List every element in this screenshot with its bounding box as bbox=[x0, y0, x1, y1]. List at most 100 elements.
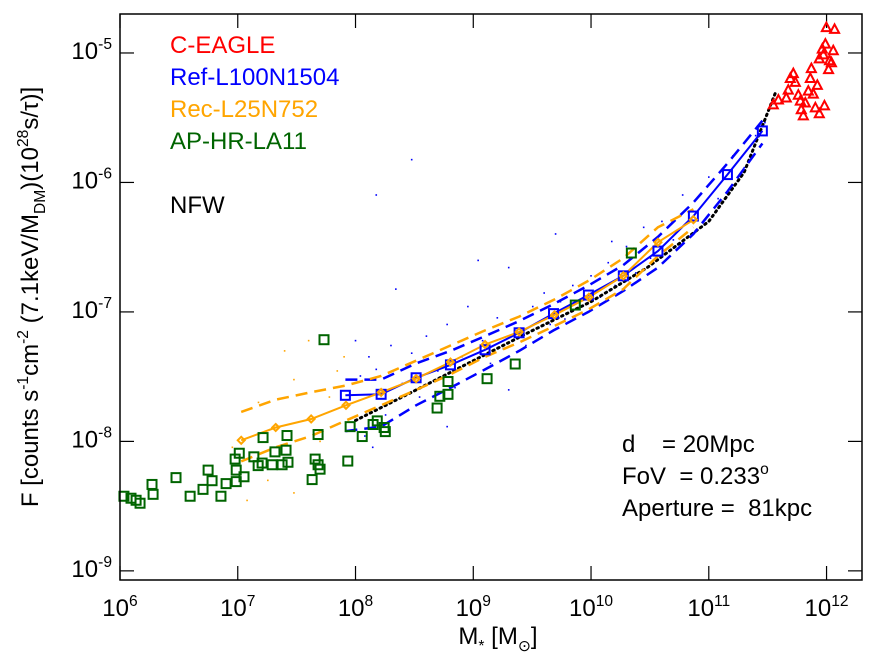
cloud-point bbox=[307, 339, 310, 342]
point bbox=[309, 453, 321, 465]
point bbox=[584, 292, 594, 303]
point bbox=[411, 373, 422, 384]
cloud-point bbox=[525, 344, 527, 347]
point bbox=[206, 475, 218, 487]
point bbox=[306, 474, 318, 486]
median-line bbox=[345, 130, 764, 397]
cloud-point bbox=[635, 272, 637, 274]
cloud-point bbox=[496, 317, 499, 319]
cloud-point bbox=[481, 339, 484, 342]
point bbox=[799, 95, 812, 108]
cloud-point bbox=[672, 239, 675, 241]
point bbox=[789, 75, 802, 87]
plot-frame bbox=[119, 13, 863, 581]
cloud-point bbox=[336, 370, 339, 372]
cloud-point bbox=[642, 226, 645, 229]
cloud-point bbox=[375, 368, 378, 371]
point bbox=[270, 422, 281, 433]
cloud-point bbox=[359, 375, 362, 377]
point bbox=[549, 309, 560, 320]
cloud-point bbox=[231, 446, 234, 449]
point bbox=[819, 37, 832, 49]
cloud-point bbox=[364, 435, 366, 437]
legend-entry: Rec-L25N752 bbox=[170, 96, 318, 123]
cloud-point bbox=[368, 356, 370, 358]
cloud-point bbox=[625, 245, 628, 248]
point bbox=[220, 478, 232, 490]
point bbox=[756, 125, 768, 137]
percentile-line bbox=[345, 119, 764, 381]
point bbox=[787, 66, 800, 79]
point bbox=[312, 429, 324, 441]
cloud-point bbox=[467, 305, 469, 308]
cloud-point bbox=[446, 323, 448, 326]
cloud-point bbox=[343, 356, 345, 358]
point bbox=[804, 71, 817, 84]
point bbox=[233, 447, 245, 459]
cloud-point bbox=[489, 362, 492, 365]
cloud-point bbox=[354, 339, 357, 342]
point bbox=[256, 457, 268, 469]
point bbox=[479, 344, 491, 356]
x-tick-label: 108 bbox=[338, 593, 373, 623]
cloud-point bbox=[531, 305, 534, 308]
point bbox=[318, 334, 330, 346]
point bbox=[266, 459, 278, 471]
point bbox=[687, 210, 699, 222]
point bbox=[809, 100, 822, 113]
cloud-point bbox=[293, 492, 295, 494]
point bbox=[514, 327, 525, 337]
cloud-point bbox=[293, 378, 295, 381]
point bbox=[818, 98, 831, 111]
y-tick-label: 10-8 bbox=[71, 424, 112, 454]
cloud-point bbox=[743, 166, 746, 169]
cloud-point bbox=[425, 335, 428, 337]
legend-entry: Ref-L100N1504 bbox=[170, 64, 339, 91]
point bbox=[344, 421, 356, 433]
cloud-point bbox=[543, 292, 545, 294]
point bbox=[306, 414, 317, 424]
point bbox=[817, 47, 830, 60]
cloud-point bbox=[754, 134, 757, 137]
cloud-point bbox=[446, 425, 448, 428]
x-tick-label: 106 bbox=[102, 593, 137, 623]
point bbox=[282, 456, 294, 468]
cloud-point bbox=[661, 220, 663, 223]
point bbox=[184, 490, 196, 502]
cloud-point bbox=[649, 257, 652, 259]
cloud-point bbox=[549, 323, 551, 326]
point bbox=[378, 422, 390, 434]
y-tick-label: 10-5 bbox=[71, 36, 112, 66]
point bbox=[342, 455, 354, 467]
y-tick-label: 10-7 bbox=[71, 295, 112, 325]
point bbox=[146, 478, 158, 490]
point bbox=[481, 373, 493, 385]
annotation: FoV = 0.233o bbox=[622, 461, 769, 491]
model-curve bbox=[354, 91, 777, 422]
point bbox=[569, 299, 581, 311]
point bbox=[281, 430, 293, 442]
point bbox=[625, 247, 637, 259]
point bbox=[802, 84, 815, 96]
point bbox=[376, 387, 387, 398]
point bbox=[828, 22, 841, 34]
point bbox=[811, 78, 824, 90]
cloud-point bbox=[371, 446, 374, 449]
x-axis-label: M* [M⊙] bbox=[458, 623, 537, 654]
cloud-point bbox=[554, 233, 557, 235]
point bbox=[480, 339, 491, 350]
point bbox=[442, 376, 454, 388]
cloud-point bbox=[267, 479, 269, 482]
point bbox=[339, 389, 351, 401]
point bbox=[202, 464, 214, 476]
y-tick-label: 10-6 bbox=[71, 165, 112, 195]
cloud-point bbox=[707, 176, 710, 178]
point bbox=[170, 472, 182, 484]
x-tick-label: 1011 bbox=[687, 593, 730, 623]
cloud-point bbox=[437, 370, 439, 372]
cloud-point bbox=[610, 240, 613, 243]
cloud-point bbox=[283, 350, 286, 352]
x-tick-label: 1010 bbox=[569, 593, 613, 623]
x-tick-label: 109 bbox=[456, 593, 491, 623]
cloud-point bbox=[564, 318, 566, 320]
